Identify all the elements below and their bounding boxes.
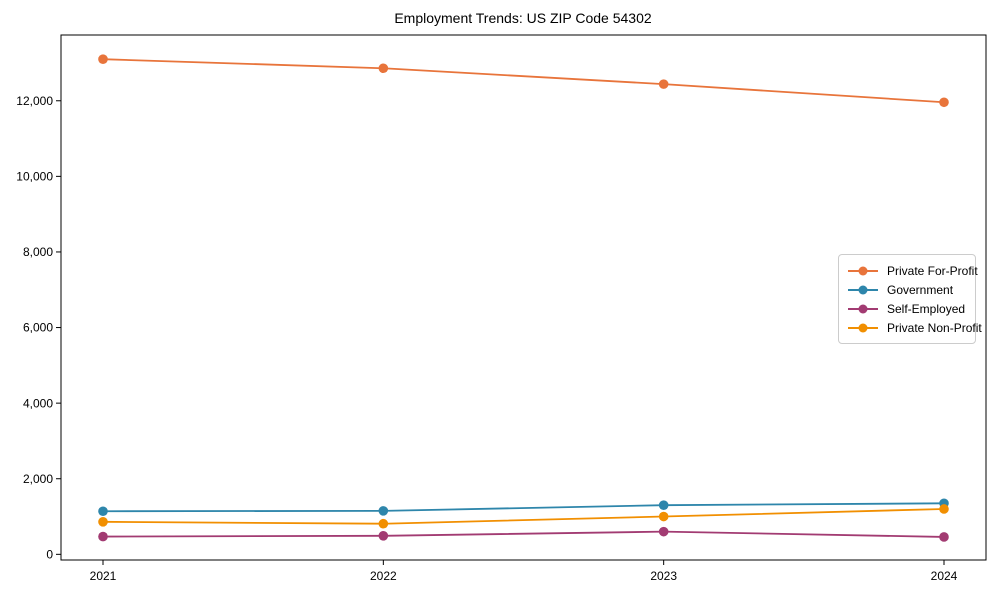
svg-text:4,000: 4,000 (23, 396, 53, 410)
legend-item-private-for-profit: Private For-Profit (848, 261, 978, 280)
legend-item-government: Government (848, 280, 969, 299)
svg-text:2023: 2023 (650, 569, 677, 583)
legend-item-label: Private For-Profit (887, 263, 978, 278)
svg-text:6,000: 6,000 (23, 321, 53, 335)
svg-text:8,000: 8,000 (23, 245, 53, 259)
legend-item-self-employed: Self-Employed (848, 299, 969, 318)
svg-text:2024: 2024 (931, 569, 958, 583)
line-marker-icon (848, 284, 878, 295)
line-marker-icon (848, 265, 878, 276)
svg-text:2021: 2021 (90, 569, 117, 583)
chart-title: Employment Trends: US ZIP Code 54302 (394, 10, 652, 26)
svg-text:0: 0 (46, 548, 53, 562)
legend-item-private-non-profit: Private Non-Profit (848, 318, 982, 337)
svg-text:12,000: 12,000 (16, 94, 53, 108)
svg-text:2022: 2022 (370, 569, 397, 583)
legend: Private For-Profit Government Self-Emplo… (838, 254, 982, 344)
line-marker-icon (848, 303, 878, 314)
svg-text:10,000: 10,000 (16, 170, 53, 184)
line-marker-icon (848, 322, 878, 333)
legend-item-label: Self-Employed (887, 301, 966, 316)
legend-item-label: Private Non-Profit (887, 320, 982, 335)
svg-text:2,000: 2,000 (23, 472, 53, 486)
legend-item-label: Government (887, 282, 954, 297)
